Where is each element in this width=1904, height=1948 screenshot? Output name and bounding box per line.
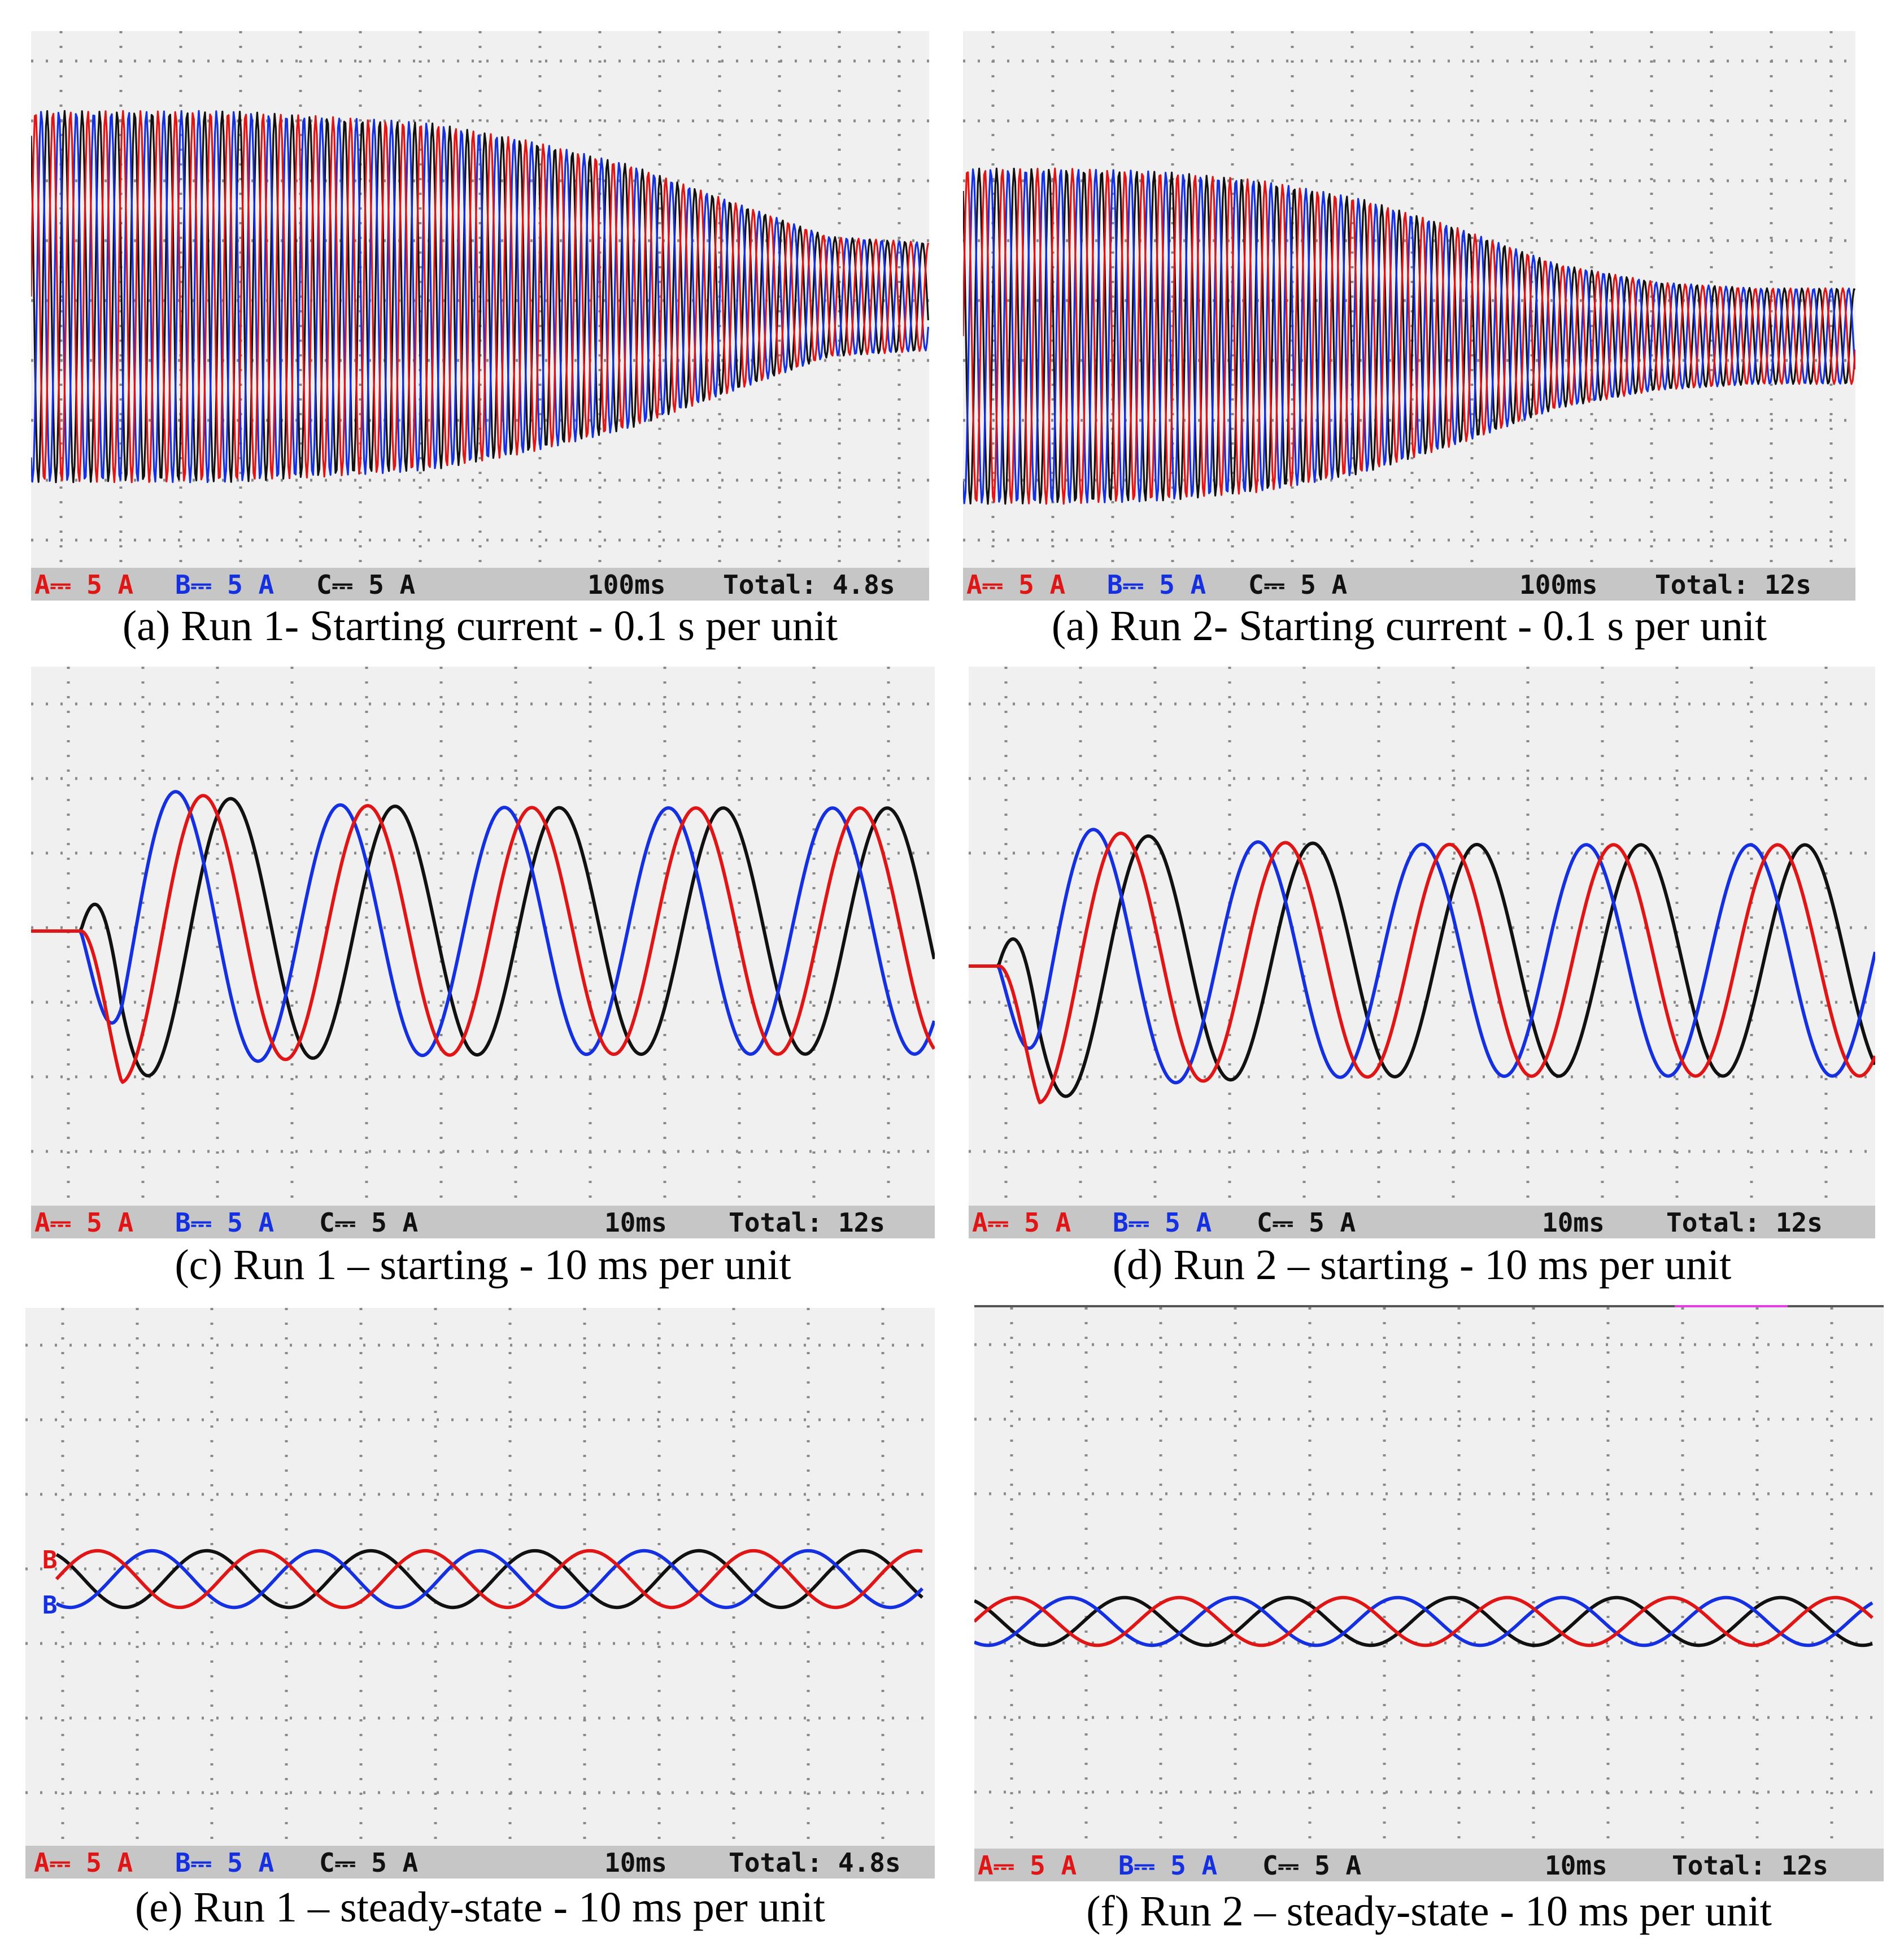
channel-a-scale: A⎓ 5 A: [978, 1850, 1077, 1881]
timebase: 10ms: [1545, 1850, 1607, 1881]
total-time: Total: 12s: [1655, 569, 1811, 600]
scope-screen: A⎓ 5 A B⎓ 5 A C⎓ 5 A 10ms Total: 12s: [31, 667, 935, 1238]
trace-channel-c: [963, 167, 1855, 505]
channel-a-scale: A⎓ 5 A: [972, 1207, 1071, 1238]
panel-run2-starting-10ms: A⎓ 5 A B⎓ 5 A C⎓ 5 A 10ms Total: 12s (d)…: [969, 667, 1875, 1294]
grid: [974, 1307, 1884, 1849]
channel-marker-top: B: [42, 1546, 58, 1575]
channel-b-scale: B⎓ 5 A: [1107, 569, 1206, 600]
trace-channel-a: [31, 110, 929, 484]
scope-plot: [25, 1308, 935, 1846]
total-time: Total: 12s: [1666, 1207, 1823, 1238]
grid: [25, 1308, 935, 1846]
scope-plot: [974, 1307, 1884, 1849]
panel-caption: (d) Run 2 – starting - 10 ms per unit: [1112, 1241, 1732, 1289]
channel-marker-bottom: B: [42, 1591, 58, 1620]
trace-channel-a: [969, 831, 1875, 1105]
trace-channel-c: [974, 1595, 1873, 1647]
panel-caption: (c) Run 1 – starting - 10 ms per unit: [175, 1241, 791, 1289]
panel-run1-starting-10ms: A⎓ 5 A B⎓ 5 A C⎓ 5 A 10ms Total: 12s (c)…: [31, 667, 935, 1294]
scope-screen: B B A⎓ 5 A B⎓ 5 A C⎓ 5 A 10ms Total: 4.8…: [25, 1308, 935, 1879]
channel-b-scale: B⎓ 5 A: [175, 1847, 275, 1878]
scope-screen: A⎓ 5 A B⎓ 5 A C⎓ 5 A 100ms Total: 12s: [963, 31, 1855, 601]
trace-channel-a: [974, 1595, 1873, 1647]
grid: [969, 667, 1875, 1206]
status-bar: A⎓ 5 A B⎓ 5 A C⎓ 5 A 10ms Total: 4.8s: [25, 1846, 935, 1879]
top-border-marker: [1675, 1305, 1788, 1307]
trace-channel-c: [31, 110, 929, 484]
trace-channel-c: [969, 834, 1875, 1098]
channel-a-scale: A⎓ 5 A: [34, 1847, 133, 1878]
panel-caption: (f) Run 2 – steady-state - 10 ms per uni…: [1086, 1888, 1772, 1935]
trace-channel-b: [963, 168, 1855, 505]
scope-screen: A⎓ 5 A B⎓ 5 A C⎓ 5 A 10ms Total: 12s: [974, 1307, 1884, 1881]
trace-channel-b: [55, 1549, 924, 1610]
channel-c-scale: C⎓ 5 A: [316, 569, 416, 600]
timebase: 10ms: [1542, 1207, 1605, 1238]
channel-c-scale: C⎓ 5 A: [1262, 1850, 1362, 1881]
channel-b-scale: B⎓ 5 A: [1113, 1207, 1212, 1238]
trace-channel-a: [55, 1549, 923, 1610]
trace-channel-a: [31, 794, 935, 1084]
total-time: Total: 12s: [729, 1207, 885, 1238]
status-bar: A⎓ 5 A B⎓ 5 A C⎓ 5 A 10ms Total: 12s: [969, 1206, 1875, 1238]
total-time: Total: 4.8s: [723, 569, 895, 600]
channel-a-scale: A⎓ 5 A: [966, 569, 1066, 600]
grid: [31, 667, 935, 1206]
timebase: 100ms: [1519, 569, 1598, 600]
trace-channel-b: [969, 828, 1875, 1085]
channel-b-scale: B⎓ 5 A: [1118, 1850, 1218, 1881]
panel-caption: (a) Run 2- Starting current - 0.1 s per …: [1051, 602, 1767, 650]
trace-channel-b: [31, 790, 935, 1063]
scope-plot: [31, 31, 929, 568]
top-border: [974, 1305, 1884, 1307]
scope-plot: [31, 667, 935, 1206]
status-bar: A⎓ 5 A B⎓ 5 A C⎓ 5 A 100ms Total: 12s: [963, 568, 1855, 601]
channel-c-scale: C⎓ 5 A: [1257, 1207, 1356, 1238]
timebase: 10ms: [604, 1207, 667, 1238]
panel-run1-steady-state: B B A⎓ 5 A B⎓ 5 A C⎓ 5 A 10ms Total: 4.8…: [25, 1308, 935, 1941]
trace-channel-c: [55, 1549, 923, 1610]
panel-run2-starting-current: A⎓ 5 A B⎓ 5 A C⎓ 5 A 100ms Total: 12s (a…: [963, 31, 1855, 653]
status-bar: A⎓ 5 A B⎓ 5 A C⎓ 5 A 100ms Total: 4.8s: [31, 568, 929, 601]
channel-c-scale: C⎓ 5 A: [319, 1847, 419, 1878]
channel-b-scale: B⎓ 5 A: [175, 1207, 275, 1238]
channel-a-scale: A⎓ 5 A: [34, 1207, 134, 1238]
timebase: 10ms: [604, 1847, 667, 1878]
scope-plot: [969, 667, 1875, 1206]
timebase: 100ms: [587, 569, 666, 600]
panel-run2-steady-state: A⎓ 5 A B⎓ 5 A C⎓ 5 A 10ms Total: 12s (f)…: [974, 1305, 1884, 1941]
trace-channel-a: [963, 167, 1855, 505]
trace-channel-b: [31, 110, 929, 484]
total-time: Total: 12s: [1672, 1850, 1828, 1881]
scope-screen: A⎓ 5 A B⎓ 5 A C⎓ 5 A 100ms Total: 4.8s: [31, 31, 929, 601]
channel-b-scale: B⎓ 5 A: [175, 569, 275, 600]
panel-run1-starting-current: A⎓ 5 A B⎓ 5 A C⎓ 5 A 100ms Total: 4.8s (…: [31, 31, 929, 653]
total-time: Total: 4.8s: [729, 1847, 901, 1878]
status-bar: A⎓ 5 A B⎓ 5 A C⎓ 5 A 10ms Total: 12s: [974, 1849, 1884, 1881]
panel-caption: (e) Run 1 – steady-state - 10 ms per uni…: [134, 1884, 826, 1931]
scope-screen: A⎓ 5 A B⎓ 5 A C⎓ 5 A 10ms Total: 12s: [969, 667, 1875, 1238]
status-bar: A⎓ 5 A B⎓ 5 A C⎓ 5 A 10ms Total: 12s: [31, 1206, 935, 1238]
channel-c-scale: C⎓ 5 A: [1248, 569, 1348, 600]
channel-c-scale: C⎓ 5 A: [319, 1207, 419, 1238]
scope-plot: [963, 31, 1855, 568]
channel-a-scale: A⎓ 5 A: [34, 569, 134, 600]
panel-caption: (a) Run 1- Starting current - 0.1 s per …: [122, 602, 838, 650]
trace-channel-c: [31, 797, 935, 1078]
